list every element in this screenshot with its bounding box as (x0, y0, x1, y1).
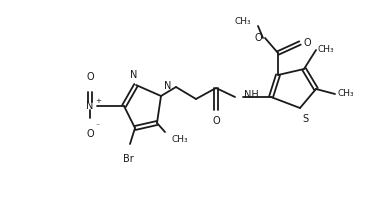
Text: O: O (254, 33, 262, 43)
Text: Br: Br (122, 154, 133, 164)
Text: O: O (86, 72, 94, 82)
Text: N: N (86, 101, 94, 111)
Text: CH₃: CH₃ (234, 17, 251, 27)
Text: O: O (212, 116, 220, 126)
Text: O: O (304, 38, 312, 48)
Text: N: N (130, 70, 138, 80)
Text: NH: NH (244, 90, 259, 100)
Text: CH₃: CH₃ (337, 90, 354, 99)
Text: N: N (164, 81, 171, 91)
Text: CH₃: CH₃ (172, 136, 189, 145)
Text: ⁻: ⁻ (95, 121, 99, 131)
Text: +: + (95, 98, 101, 104)
Text: S: S (302, 114, 308, 124)
Text: CH₃: CH₃ (318, 46, 334, 54)
Text: O: O (86, 129, 94, 139)
